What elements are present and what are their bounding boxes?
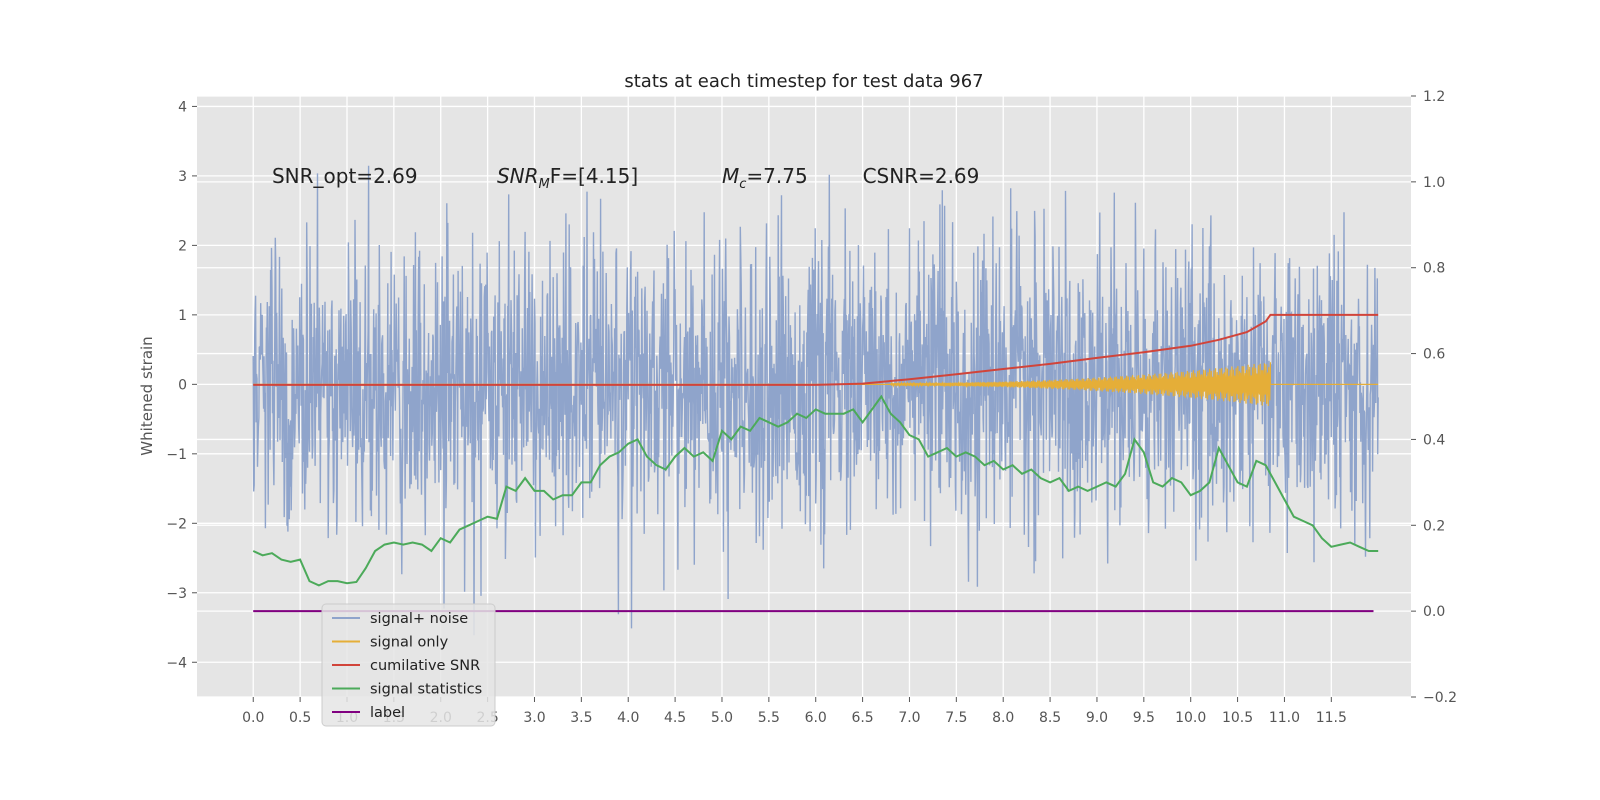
legend-label: signal only — [370, 635, 449, 651]
x-tick-label: 4.5 — [664, 710, 686, 726]
y-tick-label: −3 — [166, 586, 187, 602]
x-tick-label: 8.0 — [992, 710, 1014, 726]
x-tick-label: 3.5 — [570, 710, 592, 726]
x-tick-label: 6.5 — [851, 710, 873, 726]
x-tick-label: 5.5 — [758, 710, 780, 726]
y2-tick-label: 1.0 — [1423, 175, 1445, 191]
x-tick-label: 8.5 — [1039, 710, 1061, 726]
y-tick-label: 4 — [178, 99, 187, 115]
y-tick-label: 0 — [178, 377, 187, 393]
x-tick-label: 10.0 — [1175, 710, 1206, 726]
x-tick-label: 9.0 — [1086, 710, 1108, 726]
y-tick-label: −1 — [166, 447, 187, 463]
legend-label: label — [370, 705, 405, 721]
x-tick-label: 9.5 — [1133, 710, 1155, 726]
y2-tick-label: 0.8 — [1423, 261, 1445, 277]
x-tick-label: 10.5 — [1222, 710, 1253, 726]
y2-tick-label: 1.2 — [1423, 89, 1445, 105]
x-tick-label: 3.0 — [523, 710, 545, 726]
annotations: SNR_opt=2.69 SNRMF=[4.15] Mc=7.75 CSNR=2.69 — [272, 164, 979, 192]
chart-title: stats at each timestep for test data 967 — [624, 71, 983, 92]
legend-label: signal statistics — [370, 682, 482, 698]
annotation-snr-opt: SNR_opt=2.69 — [272, 164, 418, 188]
annotation-mc: Mc=7.75 — [722, 164, 808, 192]
annotation-csnr: CSNR=2.69 — [863, 164, 980, 188]
x-tick-label: 0.0 — [242, 710, 264, 726]
y-tick-label: −2 — [166, 516, 187, 532]
x-tick-label: 7.5 — [945, 710, 967, 726]
y-tick-label: 1 — [178, 308, 187, 324]
x-tick-label: 5.0 — [711, 710, 733, 726]
y-tick-label: 2 — [178, 238, 187, 254]
x-tick-label: 6.0 — [805, 710, 827, 726]
y2-tick-label: 0.2 — [1423, 518, 1445, 534]
x-tick-label: 7.0 — [898, 710, 920, 726]
y2-tick-label: 0.6 — [1423, 347, 1445, 363]
legend-label: signal+ noise — [370, 611, 468, 627]
y-tick-label: 3 — [178, 169, 187, 185]
x-tick-label: 11.0 — [1269, 710, 1300, 726]
series-cumulative-snr — [253, 313, 1379, 386]
y2-tick-label: 0.0 — [1423, 604, 1445, 620]
series-signal-only — [253, 362, 1379, 407]
legend-label: cumilative SNR — [370, 658, 480, 674]
y2-tick-label: 0.4 — [1423, 432, 1445, 448]
series-signal-noise — [252, 165, 1379, 636]
legend: signal+ noise signal only cumilative SNR si… — [321, 603, 496, 727]
axes: 0.00.51.01.52.02.53.03.54.04.55.05.56.06… — [166, 89, 1457, 726]
y-tick-label: −4 — [166, 655, 187, 671]
series-signal-statistics — [252, 394, 1379, 587]
x-tick-label: 11.5 — [1316, 710, 1347, 726]
annotation-snr-mf: SNRMF=[4.15] — [497, 164, 638, 192]
legend-box — [321, 603, 496, 727]
y-axis-label: Whitened strain — [138, 336, 156, 455]
x-tick-label: 4.0 — [617, 710, 639, 726]
x-tick-label: 0.5 — [289, 710, 311, 726]
y2-tick-label: −0.2 — [1423, 690, 1457, 706]
